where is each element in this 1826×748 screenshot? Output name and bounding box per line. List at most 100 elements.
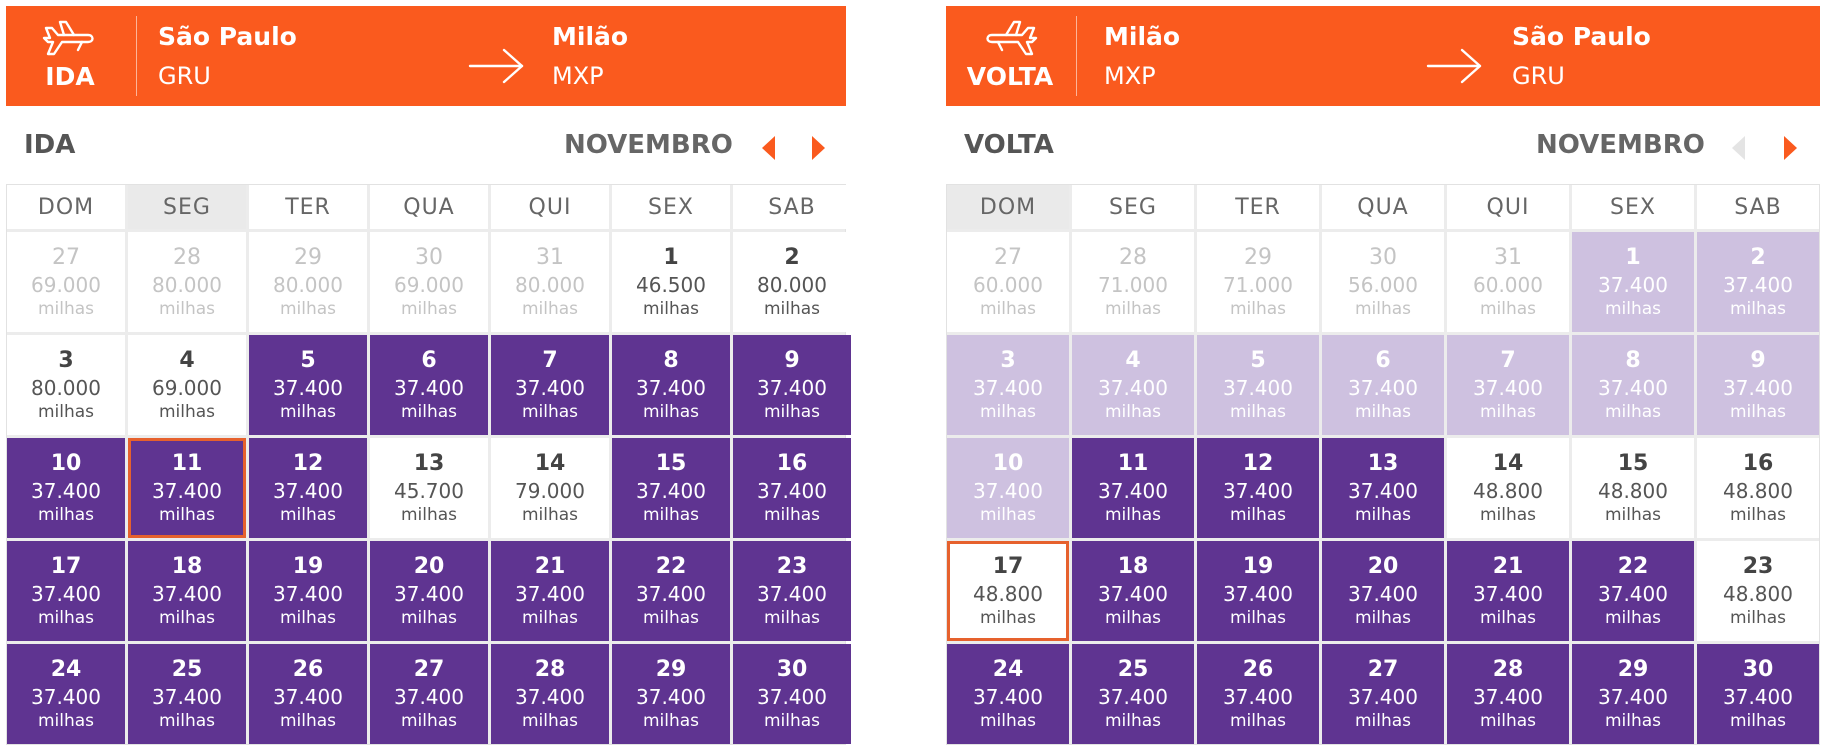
day-cell[interactable]: 23 37.400 milhas	[733, 541, 851, 641]
day-cell[interactable]: 23 48.800 milhas	[1697, 541, 1819, 641]
day-cell[interactable]: 4 69.000 milhas	[128, 335, 246, 435]
day-cell[interactable]: 12 37.400 milhas	[1197, 438, 1319, 538]
selected-day-cell[interactable]: 11 37.400 milhas	[128, 438, 246, 538]
day-number: 31	[536, 245, 564, 270]
day-cell[interactable]: 2 80.000 milhas	[733, 232, 851, 332]
day-cell[interactable]: 1 46.500 milhas	[612, 232, 730, 332]
day-cell[interactable]: 6 37.400 milhas	[1322, 335, 1444, 435]
day-cell[interactable]: 30 37.400 milhas	[1697, 644, 1819, 744]
day-cell[interactable]: 4 37.400 milhas	[1072, 335, 1194, 435]
day-cell[interactable]: 5 37.400 milhas	[249, 335, 367, 435]
day-cell[interactable]: 8 37.400 milhas	[612, 335, 730, 435]
day-cell[interactable]: 18 37.400 milhas	[1072, 541, 1194, 641]
day-cell[interactable]: 10 37.400 milhas	[947, 438, 1069, 538]
day-cell[interactable]: 20 37.400 milhas	[1322, 541, 1444, 641]
weekday-header: SAB	[1697, 185, 1819, 229]
day-cell[interactable]: 16 37.400 milhas	[733, 438, 851, 538]
day-cell[interactable]: 14 48.800 milhas	[1447, 438, 1569, 538]
airplane-icon	[42, 20, 94, 56]
day-number: 26	[292, 657, 324, 682]
day-cell[interactable]: 11 37.400 milhas	[1072, 438, 1194, 538]
day-cell[interactable]: 17 37.400 milhas	[7, 541, 125, 641]
day-cell[interactable]: 15 48.800 milhas	[1572, 438, 1694, 538]
day-cell[interactable]: 19 37.400 milhas	[1197, 541, 1319, 641]
day-price: 37.400	[1723, 273, 1793, 297]
day-number: 8	[1625, 348, 1641, 373]
day-cell[interactable]: 12 37.400 milhas	[249, 438, 367, 538]
day-cell[interactable]: 8 37.400 milhas	[1572, 335, 1694, 435]
day-cell[interactable]: 29 37.400 milhas	[612, 644, 730, 744]
day-cell: 29 80.000 milhas	[249, 232, 367, 332]
day-number: 5	[300, 348, 316, 373]
day-cell[interactable]: 30 37.400 milhas	[733, 644, 851, 744]
day-price: 80.000	[757, 273, 827, 297]
day-cell[interactable]: 6 37.400 milhas	[370, 335, 488, 435]
volta-calendar-grid: DOM SEG TER QUA QUI SEX SAB 27 60.000 milhas 28 71.…	[946, 184, 1820, 745]
day-cell[interactable]: 1 37.400 milhas	[1572, 232, 1694, 332]
day-cell[interactable]: 28 37.400 milhas	[491, 644, 609, 744]
day-cell[interactable]: 19 37.400 milhas	[249, 541, 367, 641]
day-cell[interactable]: 3 37.400 milhas	[947, 335, 1069, 435]
day-cell[interactable]: 26 37.400 milhas	[1197, 644, 1319, 744]
day-cell[interactable]: 28 37.400 milhas	[1447, 644, 1569, 744]
day-unit: milhas	[1729, 402, 1787, 422]
day-cell[interactable]: 24 37.400 milhas	[947, 644, 1069, 744]
day-number: 27	[52, 245, 80, 270]
day-unit: milhas	[521, 299, 579, 319]
day-number: 24	[992, 657, 1024, 682]
day-unit: milhas	[1229, 608, 1287, 628]
day-cell[interactable]: 13 37.400 milhas	[1322, 438, 1444, 538]
day-cell[interactable]: 15 37.400 milhas	[612, 438, 730, 538]
next-month-button[interactable]	[1784, 136, 1797, 160]
day-cell[interactable]: 16 48.800 milhas	[1697, 438, 1819, 538]
ida-calendar-title: IDA	[24, 130, 76, 160]
day-price: 80.000	[515, 273, 585, 297]
day-number: 7	[542, 348, 558, 373]
day-cell[interactable]: 7 37.400 milhas	[1447, 335, 1569, 435]
day-cell[interactable]: 25 37.400 milhas	[1072, 644, 1194, 744]
day-cell[interactable]: 18 37.400 milhas	[128, 541, 246, 641]
day-cell[interactable]: 3 80.000 milhas	[7, 335, 125, 435]
day-number: 29	[294, 245, 322, 270]
day-cell[interactable]: 21 37.400 milhas	[491, 541, 609, 641]
day-cell[interactable]: 9 37.400 milhas	[733, 335, 851, 435]
day-cell: 27 60.000 milhas	[947, 232, 1069, 332]
day-cell[interactable]: 2 37.400 milhas	[1697, 232, 1819, 332]
prev-month-button[interactable]	[762, 136, 775, 160]
day-cell[interactable]: 26 37.400 milhas	[249, 644, 367, 744]
day-number: 13	[1367, 451, 1399, 476]
day-cell[interactable]: 14 79.000 milhas	[491, 438, 609, 538]
day-cell[interactable]: 29 37.400 milhas	[1572, 644, 1694, 744]
day-cell[interactable]: 27 37.400 milhas	[1322, 644, 1444, 744]
day-cell[interactable]: 7 37.400 milhas	[491, 335, 609, 435]
day-price: 37.400	[515, 582, 585, 606]
day-number: 29	[1244, 245, 1272, 270]
day-cell[interactable]: 25 37.400 milhas	[128, 644, 246, 744]
day-cell[interactable]: 10 37.400 milhas	[7, 438, 125, 538]
day-cell[interactable]: 20 37.400 milhas	[370, 541, 488, 641]
next-month-button[interactable]	[812, 136, 825, 160]
day-cell[interactable]: 5 37.400 milhas	[1197, 335, 1319, 435]
weekday-header: TER	[249, 185, 367, 229]
day-cell[interactable]: 22 37.400 milhas	[612, 541, 730, 641]
day-cell[interactable]: 13 45.700 milhas	[370, 438, 488, 538]
day-cell: 30 69.000 milhas	[370, 232, 488, 332]
day-number: 2	[784, 245, 800, 270]
origin-city: São Paulo	[158, 22, 297, 51]
day-cell[interactable]: 21 37.400 milhas	[1447, 541, 1569, 641]
day-cell[interactable]: 9 37.400 milhas	[1697, 335, 1819, 435]
day-cell[interactable]: 24 37.400 milhas	[7, 644, 125, 744]
ida-header-label: IDA	[45, 62, 95, 91]
arrow-right-icon	[1426, 48, 1482, 84]
day-unit: milhas	[1479, 711, 1537, 731]
prev-month-button[interactable]	[1732, 136, 1745, 160]
day-price: 37.400	[1473, 685, 1543, 709]
day-number: 11	[1117, 451, 1149, 476]
day-unit: milhas	[642, 299, 700, 319]
selected-day-cell[interactable]: 17 48.800 milhas	[947, 541, 1069, 641]
day-unit: milhas	[400, 505, 458, 525]
day-unit: milhas	[1229, 505, 1287, 525]
day-cell[interactable]: 22 37.400 milhas	[1572, 541, 1694, 641]
day-cell[interactable]: 27 37.400 milhas	[370, 644, 488, 744]
day-price: 37.400	[31, 582, 101, 606]
